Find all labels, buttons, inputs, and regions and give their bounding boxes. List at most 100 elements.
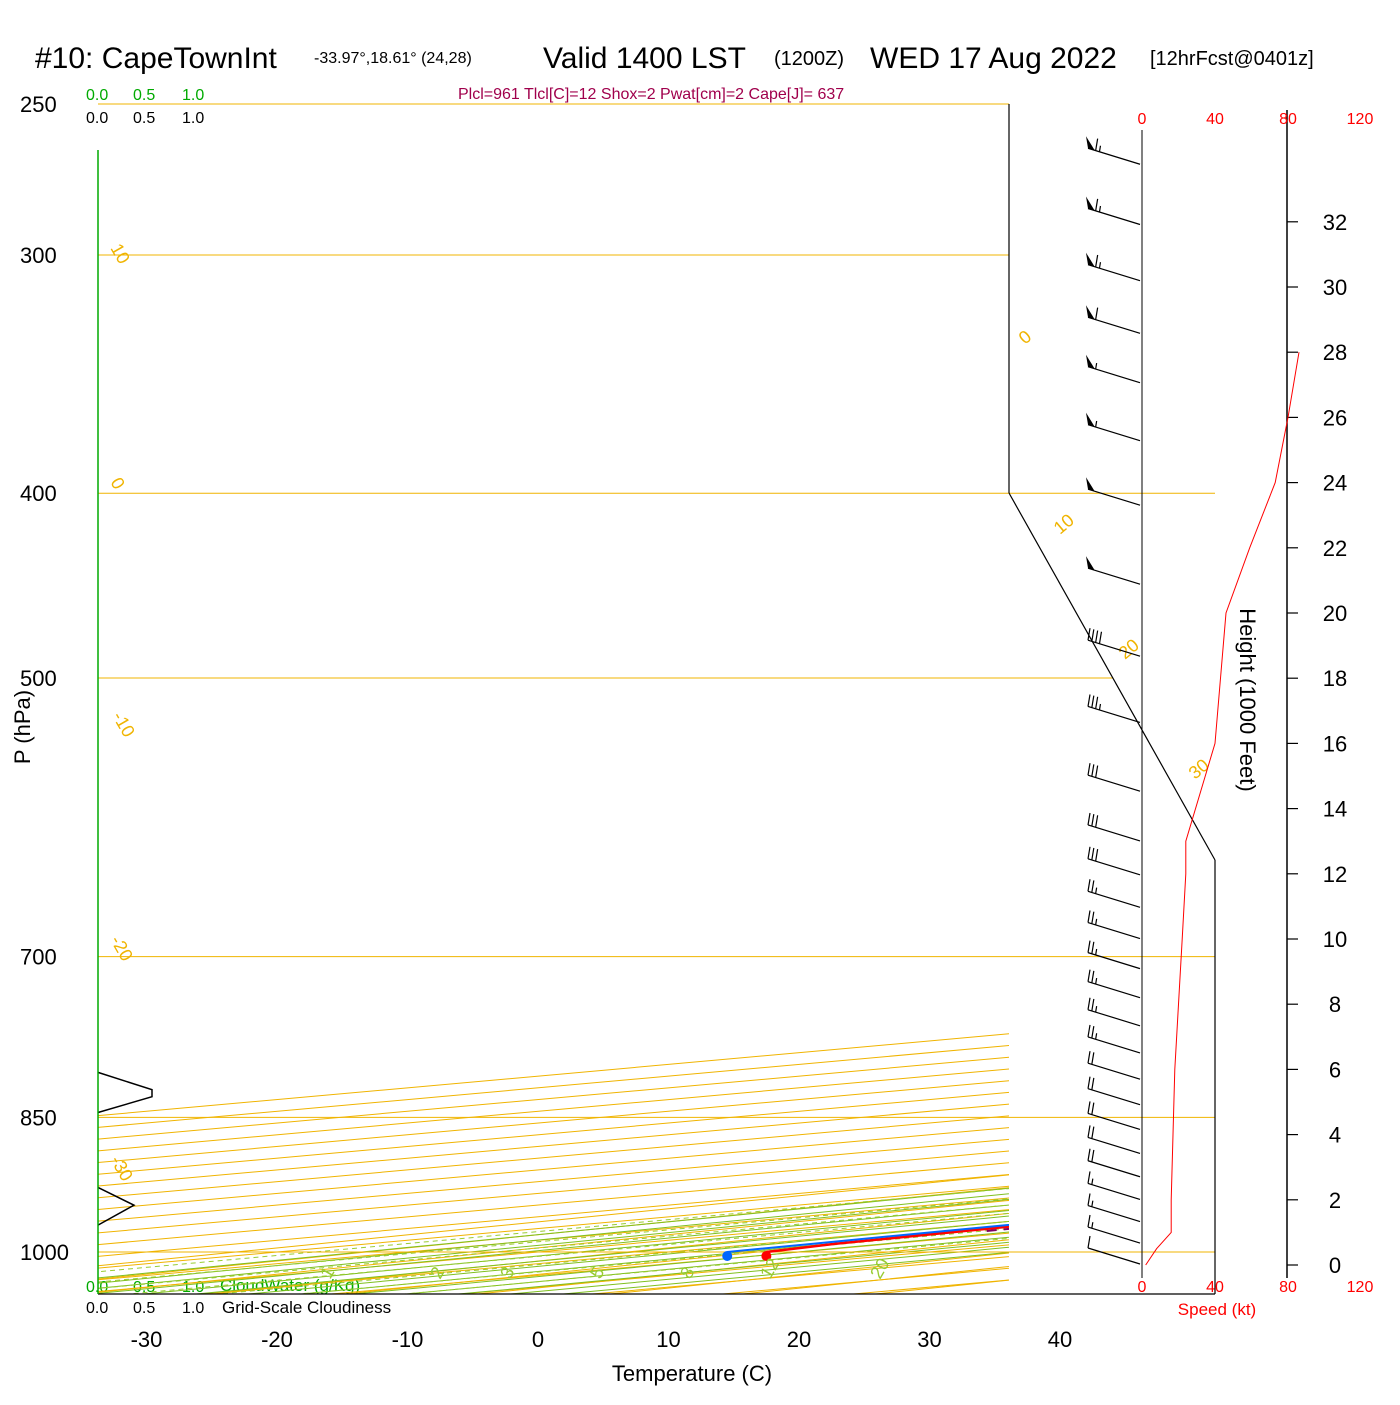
cloudiness-label: Grid-Scale Cloudiness: [222, 1298, 391, 1317]
pressure-tick-250: 250: [20, 92, 57, 117]
isotherm-label: -30: [107, 1152, 137, 1185]
temperature-line: [766, 168, 1400, 1252]
temp-tick-0: 0: [532, 1327, 544, 1352]
barb-staff: [1088, 1227, 1140, 1243]
barb-flag: [1092, 1052, 1094, 1064]
mixing-ratio-8: [0, 493, 1400, 1315]
barb-flag: [1088, 879, 1090, 891]
barb-half-flag: [1096, 421, 1097, 427]
wind-barb: [1088, 847, 1140, 875]
barb-flag: [1088, 694, 1090, 706]
wind-barb: [1088, 813, 1140, 841]
scale-bottom-black-0: 0.0: [86, 1300, 108, 1317]
barb-flag: [1096, 308, 1098, 320]
wind-barb: [1086, 355, 1140, 383]
barb-half-flag: [1099, 206, 1100, 212]
barb-flag: [1088, 1215, 1090, 1227]
mixing-ratio-1: [0, 493, 1400, 1315]
cloud-scale-bottom: 0.0 0.5 1.0 CloudWater (g/Kg) 0.0 0.5 1.…: [86, 1276, 391, 1317]
barb-pennant: [1086, 305, 1095, 319]
barb-flag: [1092, 1026, 1094, 1038]
barb-staff: [1088, 1137, 1140, 1153]
barb-flag: [1096, 697, 1098, 709]
wind-barb: [1086, 413, 1140, 441]
temp-tick-10: 10: [656, 1327, 680, 1352]
wind-barb: [1088, 1051, 1140, 1079]
barb-pennant: [1086, 556, 1095, 570]
barb-staff: [1088, 265, 1140, 281]
barb-flag: [1099, 632, 1101, 644]
height-tick-8: 8: [1329, 992, 1341, 1017]
barb-flag: [1096, 849, 1098, 861]
isotherm-line: [593, 104, 1400, 1294]
barb-flag: [1088, 941, 1090, 953]
barb-flag: [1088, 1025, 1090, 1037]
isotherm-line: [0, 104, 1400, 1294]
barb-staff: [1088, 859, 1140, 875]
height-tick-14: 14: [1323, 797, 1347, 822]
temp-tick--30: -30: [131, 1327, 163, 1352]
speed-tick-top-40: 40: [1206, 111, 1224, 128]
height-tick-30: 30: [1323, 275, 1347, 300]
pressure-tick-500: 500: [20, 666, 57, 691]
isotherm-line: [0, 104, 1400, 1294]
height-tick-18: 18: [1323, 666, 1347, 691]
barb-half-flag: [1096, 919, 1097, 925]
barb-flag: [1096, 766, 1098, 778]
isotherm-label: -10: [109, 708, 139, 741]
scale-top-green-2: 1.0: [182, 87, 204, 104]
temp-tick-20: 20: [787, 1327, 811, 1352]
scale-top-black-0: 0.0: [86, 110, 108, 127]
height-tick-2: 2: [1329, 1188, 1341, 1213]
wind-barb: [1088, 911, 1140, 939]
barb-staff: [1088, 148, 1140, 164]
height-tick-22: 22: [1323, 536, 1347, 561]
speed-tick-top-120: 120: [1347, 111, 1374, 128]
isotherm-line: [854, 104, 1400, 1294]
barb-staff: [1088, 825, 1140, 841]
temp-tick-30: 30: [917, 1327, 941, 1352]
pressure-tick-400: 400: [20, 481, 57, 506]
scale-top-black-1: 0.5: [133, 110, 155, 127]
barb-staff: [1088, 425, 1140, 441]
barb-staff: [1088, 367, 1140, 383]
barb-flag: [1092, 848, 1094, 860]
cloud-profile-upper: [98, 1072, 152, 1112]
barb-half-flag: [1096, 1006, 1097, 1012]
barb-staff: [1088, 1248, 1140, 1264]
pressure-tick-850: 850: [20, 1105, 57, 1130]
mixing-ratio-label: 8: [676, 1263, 698, 1282]
isotherm-line: [0, 104, 1400, 1294]
y-axis-title: P (hPa): [10, 690, 35, 764]
barb-flag: [1088, 970, 1090, 982]
barb-flag: [1088, 763, 1090, 775]
barb-staff: [1088, 1010, 1140, 1026]
wind-barb: [1088, 941, 1140, 969]
barb-flag: [1092, 764, 1094, 776]
scale-bottom-black-2: 1.0: [182, 1300, 204, 1317]
isotherm-label: 0: [1015, 326, 1036, 348]
barb-staff: [1088, 1183, 1140, 1199]
wind-barb: [1088, 1077, 1140, 1105]
barb-half-flag: [1099, 262, 1100, 268]
height-tick-6: 6: [1329, 1057, 1341, 1082]
barb-staff: [1088, 706, 1140, 722]
isotherm-line: [0, 104, 1400, 1294]
isotherm-line: [0, 104, 1400, 1294]
station-coords: -33.97°,18.61° (24,28): [314, 50, 472, 67]
isotherm-line: [0, 104, 1400, 1294]
valid-time: Valid 1400 LST: [543, 42, 746, 75]
barb-half-flag: [1092, 1201, 1093, 1207]
cloud-scale-top: 0.0 0.5 1.0 0.0 0.5 1.0: [86, 87, 204, 127]
barb-flag: [1088, 813, 1090, 825]
isotherm-label: -20: [107, 932, 137, 965]
wind-barb: [1088, 970, 1140, 998]
wind-barb: [1088, 1171, 1140, 1199]
valid-date: WED 17 Aug 2022: [870, 42, 1117, 75]
barb-flag: [1088, 1171, 1090, 1183]
isotherm-line: [201, 104, 1400, 1294]
height-tick-4: 4: [1329, 1123, 1341, 1148]
barb-staff: [1088, 568, 1140, 584]
